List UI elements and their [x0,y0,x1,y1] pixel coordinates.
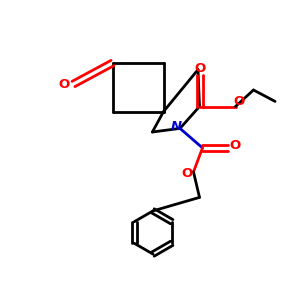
Text: O: O [233,94,245,108]
Text: O: O [182,167,193,180]
Text: O: O [58,77,70,91]
Text: O: O [229,139,240,152]
Text: O: O [194,62,206,75]
Text: N: N [171,120,182,134]
